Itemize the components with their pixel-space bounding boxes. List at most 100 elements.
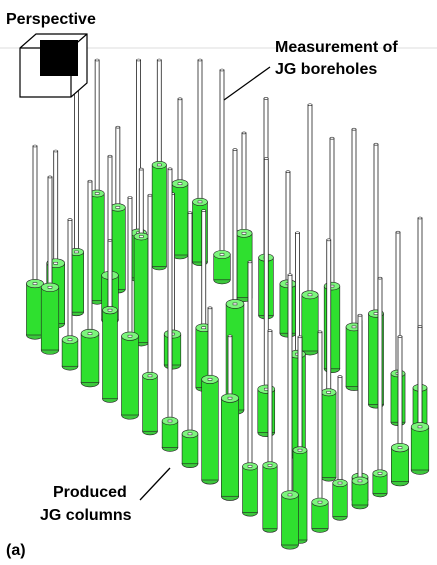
borehole — [418, 327, 422, 427]
borehole-entry — [398, 447, 402, 449]
borehole-top — [352, 128, 356, 130]
annotation-line: JG columns — [40, 507, 132, 524]
borehole — [338, 377, 342, 483]
borehole-entry — [128, 335, 132, 337]
borehole-entry — [157, 164, 161, 166]
jg-column — [302, 295, 318, 351]
borehole — [248, 262, 252, 467]
leader-line — [224, 67, 270, 100]
jg-column — [143, 376, 158, 431]
borehole — [128, 197, 132, 336]
borehole-entry — [378, 472, 382, 474]
jg-column — [263, 465, 277, 528]
borehole-entry — [188, 433, 192, 435]
jg-column — [182, 434, 198, 464]
borehole — [168, 169, 172, 421]
borehole — [208, 308, 212, 380]
borehole — [108, 240, 112, 310]
borehole-top — [418, 326, 422, 328]
borehole-entry — [248, 465, 252, 467]
jg-column — [333, 483, 348, 517]
borehole-entry — [233, 303, 237, 305]
borehole-top — [88, 180, 92, 182]
leader-line — [140, 468, 170, 500]
borehole — [54, 151, 58, 263]
borehole-top — [296, 232, 300, 234]
borehole-entry — [33, 283, 37, 285]
borehole-top — [248, 261, 252, 263]
borehole-top — [157, 59, 161, 61]
borehole — [202, 211, 206, 328]
jg-column — [243, 466, 258, 512]
cube-icon — [20, 34, 87, 97]
borehole-entry — [308, 294, 312, 296]
borehole-top — [137, 59, 141, 61]
borehole-entry — [88, 333, 92, 335]
borehole — [298, 337, 302, 450]
jg-column — [202, 379, 219, 480]
figure: Perspective Measurement of JG boreholes … — [0, 0, 437, 565]
borehole-top — [318, 331, 322, 333]
borehole-entry — [288, 494, 292, 496]
borehole-entry — [228, 397, 232, 399]
borehole-entry — [242, 232, 246, 234]
jg-column — [103, 310, 118, 399]
borehole-top — [178, 98, 182, 100]
borehole-entry — [327, 391, 331, 393]
borehole-top — [338, 376, 342, 378]
borehole-top — [168, 168, 172, 170]
jg-column — [221, 398, 238, 496]
borehole-top — [68, 219, 72, 221]
borehole — [116, 127, 120, 207]
borehole-entry — [268, 464, 272, 466]
borehole-entry — [116, 206, 120, 208]
borehole-entry — [208, 378, 212, 380]
borehole-entry — [168, 420, 172, 422]
borehole-entry — [178, 183, 182, 185]
borehole-entry — [352, 326, 356, 328]
borehole-top — [220, 69, 224, 71]
borehole — [374, 144, 378, 313]
columns-group — [26, 59, 428, 549]
borehole — [286, 172, 290, 284]
borehole-entry — [139, 236, 143, 238]
borehole-top — [268, 330, 272, 332]
borehole-entry — [374, 313, 378, 315]
borehole-top — [378, 277, 382, 279]
borehole — [220, 70, 224, 255]
borehole-top — [308, 104, 312, 106]
borehole-entry — [358, 480, 362, 482]
borehole — [178, 99, 182, 184]
borehole-top — [228, 335, 232, 337]
borehole — [198, 60, 202, 202]
borehole-entry — [54, 262, 58, 264]
borehole-top — [242, 132, 246, 134]
borehole-top — [139, 168, 143, 170]
borehole — [327, 240, 331, 393]
borehole-top — [374, 143, 378, 145]
borehole-entry — [108, 309, 112, 311]
borehole-top — [148, 194, 152, 196]
borehole-entry — [95, 192, 99, 194]
borehole-top — [358, 314, 362, 316]
borehole-entry — [318, 501, 322, 503]
borehole-entry — [74, 251, 78, 253]
borehole-top — [198, 59, 202, 61]
borehole-top — [327, 239, 331, 241]
borehole-top — [54, 150, 58, 152]
borehole — [139, 169, 143, 236]
borehole-entry — [198, 201, 202, 203]
borehole-entry — [220, 254, 224, 256]
borehole-top — [208, 307, 212, 309]
borehole-top — [128, 196, 132, 198]
borehole — [268, 331, 272, 466]
borehole-top — [202, 210, 206, 212]
borehole — [148, 195, 152, 376]
borehole-entry — [148, 375, 152, 377]
borehole-top — [95, 59, 99, 61]
borehole — [68, 220, 72, 340]
annotation-line: JG boreholes — [275, 61, 377, 78]
borehole — [288, 275, 292, 495]
borehole-entry — [338, 482, 342, 484]
jg-column — [391, 448, 408, 482]
